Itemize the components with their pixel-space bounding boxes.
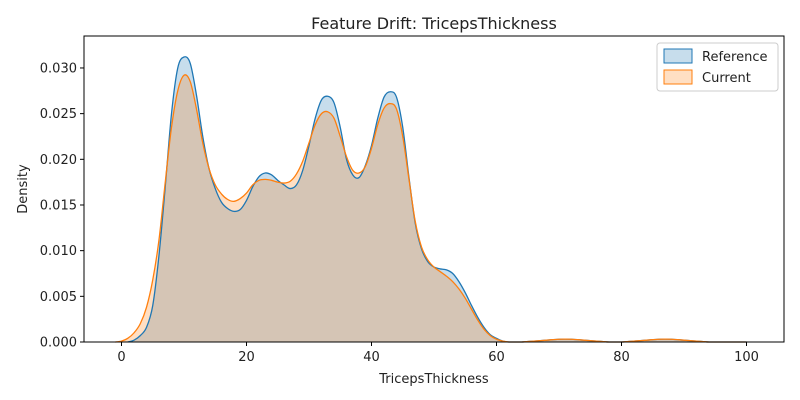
- x-axis: 0 20 40 60 80 100: [117, 342, 759, 365]
- legend-swatch-current: [663, 69, 693, 85]
- y-axis: 0.000 0.005 0.010 0.015 0.020 0.025 0.030: [40, 61, 84, 351]
- legend-label-current: Current: [702, 71, 751, 86]
- density-fills: [115, 56, 747, 343]
- x-tick-label: 40: [363, 350, 380, 365]
- x-tick-label: 60: [488, 350, 505, 365]
- y-tick-label: 0.030: [40, 61, 77, 76]
- legend-swatch-reference: [663, 48, 693, 64]
- x-tick-label: 20: [238, 350, 255, 365]
- x-tick-label: 80: [613, 350, 630, 365]
- y-tick-label: 0.010: [40, 244, 77, 259]
- density-area-reference: [127, 56, 747, 343]
- plot-frame: [83, 35, 785, 343]
- y-tick-label: 0.025: [40, 107, 77, 122]
- density-line-current: [115, 74, 747, 343]
- density-area-current: [115, 74, 747, 342]
- y-tick-label: 0.005: [40, 290, 77, 305]
- y-tick-label: 0.000: [40, 336, 77, 351]
- density-lines: [115, 56, 747, 343]
- legend-label-reference: Reference: [702, 50, 767, 65]
- x-tick-label: 0: [117, 350, 125, 365]
- y-axis-title: Density: [16, 164, 31, 214]
- legend-frame: [656, 42, 779, 92]
- y-tick-label: 0.020: [40, 153, 77, 168]
- y-tick-label: 0.015: [40, 198, 77, 213]
- x-axis-title: TricepsThickness: [378, 372, 489, 387]
- x-tick-label: 100: [734, 350, 759, 365]
- legend: Reference Current: [656, 42, 779, 92]
- chart-title: Feature Drift: TricepsThickness: [311, 14, 557, 33]
